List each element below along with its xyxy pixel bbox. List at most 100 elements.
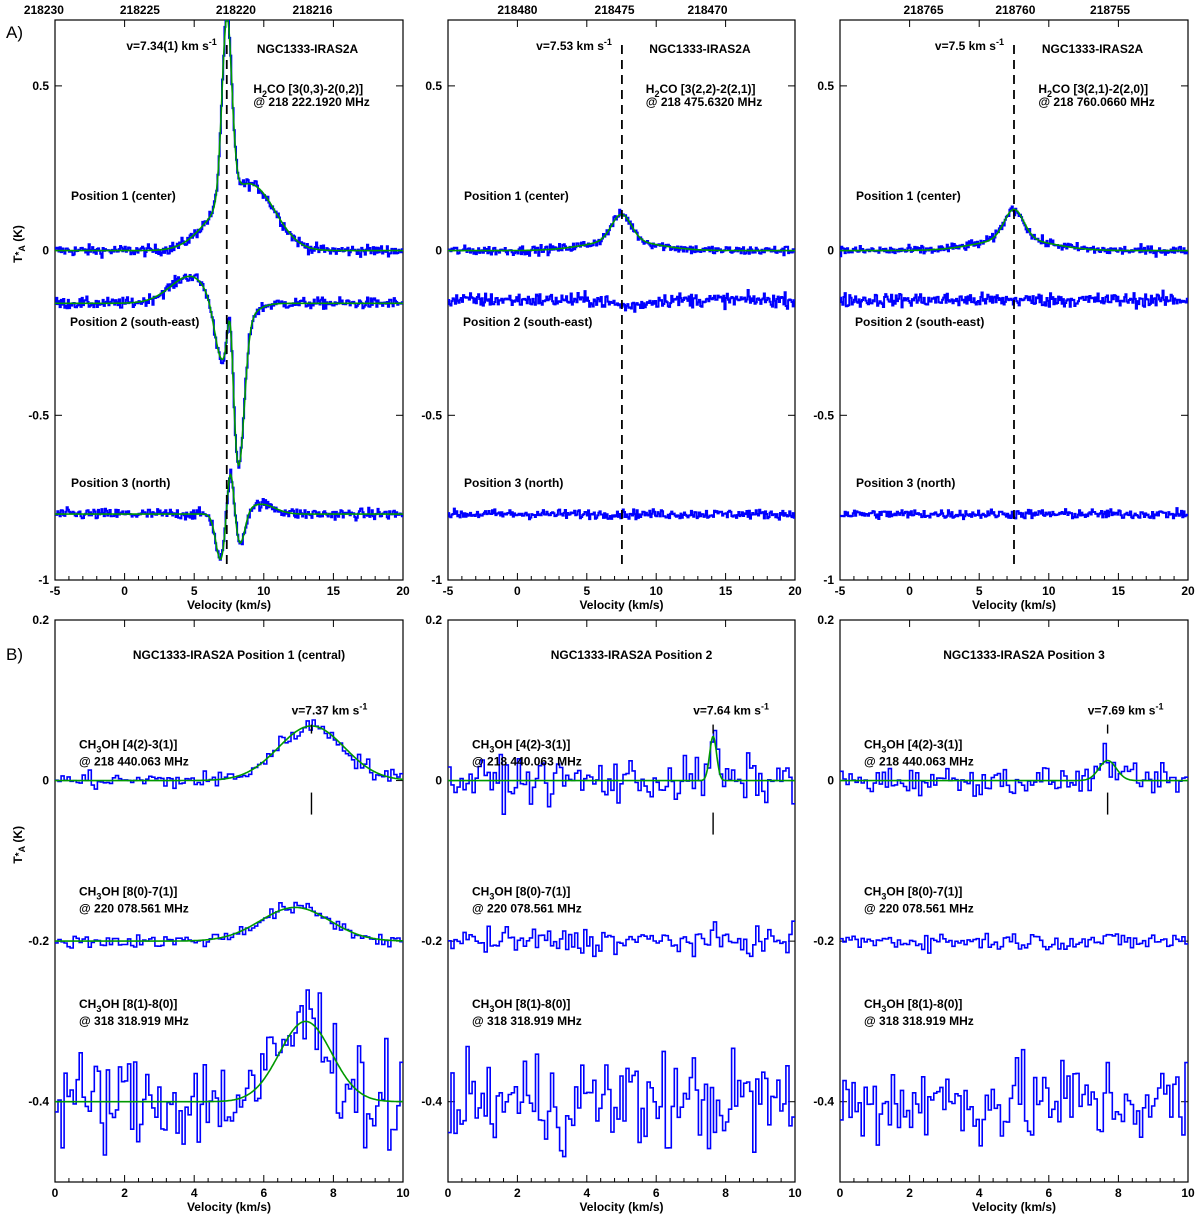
line-frequency: @ 218 222.1920 MHz [253,95,369,109]
x-tick-label: 10 [396,1186,410,1200]
x-tick-label: 2 [514,1186,521,1200]
section-label-b: B) [6,645,23,664]
y-tick-label: 0.2 [425,613,442,627]
top-frequency-tick-label: 218230 [24,3,64,17]
y-tick-label: 0.5 [32,79,49,93]
source-name: NGC1333-IRAS2A [257,42,359,56]
x-tick-label: -5 [50,584,61,598]
plot-area [55,20,403,561]
x-tick-label: 10 [1181,1186,1195,1200]
plot-area [55,719,403,1156]
top-frequency-tick-label: 218470 [688,3,728,17]
x-tick-label: -5 [835,584,846,598]
fit-curve [448,735,795,782]
fit-curve [55,20,403,252]
x-tick-label: 20 [396,584,410,598]
x-tick-label: 4 [583,1186,590,1200]
line-frequency: @ 318 318.919 MHz [864,1014,974,1028]
x-tick-label: -5 [443,584,454,598]
y-tick-label: 0.5 [817,79,834,93]
position-label: Position 2 (south-east) [70,315,199,329]
x-tick-label: 10 [788,1186,802,1200]
spectrum-series [840,507,1188,521]
plot-area [840,742,1188,1147]
y-tick-label: -0.4 [28,1095,49,1109]
line-frequency: @ 218 475.6320 MHz [646,95,762,109]
y-tick-label: -1 [38,573,49,587]
y-tick-label: 0 [42,244,49,258]
velocity-label: v=7.69 km s-1 [1088,702,1164,718]
y-tick-label: -1 [431,573,442,587]
x-axis-label: Velocity (km/s) [187,1200,271,1214]
line-transition: CH3OH [8(0)-7(1)] [79,884,177,901]
position-label: Position 3 (north) [856,476,955,490]
y-tick-label: -0.5 [813,408,834,422]
top-frequency-tick-label: 218475 [595,3,635,17]
spectrum-series [55,273,403,469]
x-axis-label: Velocity (km/s) [972,1200,1056,1214]
y-tick-label: -0.2 [28,934,49,948]
fit-curve [55,472,403,561]
spectrum-series [840,1048,1188,1147]
spectrum-series [448,920,795,958]
line-frequency: @ 220 078.561 MHz [79,901,189,915]
fit-curve [840,208,1188,252]
line-transition: CH3OH [4(2)-3(1)] [864,737,962,754]
fit-curve [55,906,403,942]
x-tick-label: 0 [514,584,521,598]
panel-b1: 0 2 4 6 8 10 Velocity (km/s) -0.4 -0.2 0 0.2 T*A (K… [11,613,410,1214]
y-tick-label: -0.4 [421,1095,442,1109]
line-transition: CH3OH [8(1)-8(0)] [864,997,962,1014]
position-label: Position 1 (center) [856,189,961,203]
x-tick-label: 6 [260,1186,267,1200]
top-frequency-tick-label: 218760 [995,3,1035,17]
x-axis-label: Velocity (km/s) [187,598,271,612]
section-label-a: A) [6,23,23,42]
y-tick-label: 0 [435,774,442,788]
x-tick-label: 0 [837,1186,844,1200]
panel-title: NGC1333-IRAS2A Position 3 [943,648,1105,662]
line-frequency: @ 318 318.919 MHz [79,1014,189,1028]
x-tick-label: 2 [121,1186,128,1200]
position-label: Position 3 (north) [71,476,170,490]
y-tick-label: 0 [435,244,442,258]
panel-title: NGC1333-IRAS2A Position 2 [551,648,713,662]
x-tick-label: 15 [1112,584,1126,598]
x-tick-label: 6 [1045,1186,1052,1200]
panel-a3: -5 0 5 10 15 20 Velocity (km/s) -1 -0.5 0 0.5 21876… [813,3,1195,612]
line-frequency: @ 220 078.561 MHz [472,901,582,915]
y-tick-label: 0.2 [32,613,49,627]
y-tick-label: 0 [42,774,49,788]
plot-frame [54,619,404,1183]
top-frequency-tick-label: 218220 [216,3,256,17]
y-tick-label: -1 [823,573,834,587]
position-label: Position 2 (south-east) [855,315,984,329]
y-tick-label: -0.4 [813,1095,834,1109]
x-tick-label: 15 [327,584,341,598]
line-transition: H2CO [3(2,2)-2(2,1)] [646,82,756,99]
x-axis-label: Velocity (km/s) [579,1200,663,1214]
line-frequency: @ 220 078.561 MHz [864,901,974,915]
line-transition: CH3OH [8(0)-7(1)] [472,884,570,901]
spectrum-series [55,989,403,1156]
panel-b2: 0 2 4 6 8 10 Velocity (km/s) -0.4 -0.2 0 0.2 v=7.64… [421,613,802,1214]
top-frequency-tick-label: 218216 [292,3,332,17]
line-transition: H2CO [3(2,1)-2(2,0)] [1038,82,1148,99]
y-tick-label: 0.2 [817,613,834,627]
fit-curve [55,275,403,468]
x-tick-label: 20 [1181,584,1195,598]
y-tick-label: -0.5 [28,408,49,422]
position-label: Position 1 (center) [71,189,176,203]
plot-frame [839,19,1189,581]
x-tick-label: 10 [257,584,271,598]
panel-b3: 0 2 4 6 8 10 Velocity (km/s) -0.4 -0.2 0 0.2 v=7.69… [813,613,1195,1214]
top-frequency-tick-label: 218765 [903,3,943,17]
y-axis-label: T*A (K) [11,225,27,263]
x-tick-label: 6 [653,1186,660,1200]
line-frequency: @ 218 440.063 MHz [864,754,974,768]
top-frequency-tick-label: 218225 [120,3,160,17]
line-transition: H2CO [3(0,3)-2(0,2)] [253,82,363,99]
x-tick-label: 0 [52,1186,59,1200]
x-tick-label: 8 [1115,1186,1122,1200]
